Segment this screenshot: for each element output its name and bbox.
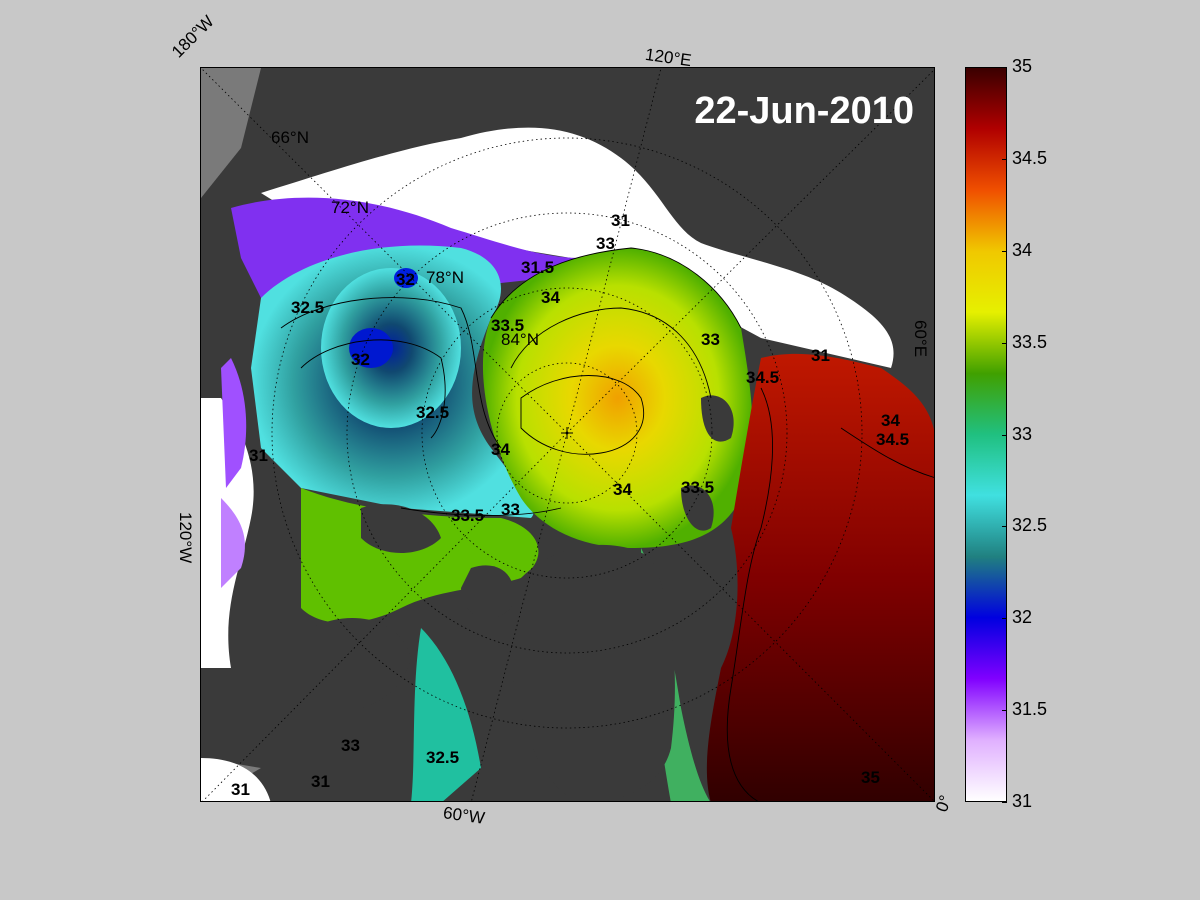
colorbar-tick-label: 32.5 [1012,515,1048,536]
colorbar-tick-mark [1002,802,1007,803]
colorbar-tick-mark [1002,67,1007,68]
colorbar-tick-label: 33.5 [1012,331,1048,352]
low-salinity-core [394,268,418,288]
contour-label: 34 [613,480,632,499]
latitude-label: 66°N [271,128,309,147]
fresh-water-band [221,498,245,588]
longitude-label: 60°W [441,803,486,828]
contour-label: 35 [861,768,880,787]
colorbar-tick-mark [1002,618,1007,620]
colorbar-tick-label: 32 [1012,607,1033,628]
contour-label: 33 [701,330,720,349]
graticule [201,68,934,801]
island [361,504,441,553]
longitude-label: 60°E [911,320,930,358]
sea-ice [261,127,894,368]
colorbar-tick-label: 34.5 [1012,147,1048,168]
greenland [504,544,675,801]
longitude-label: 120°W [176,512,195,564]
map-svg [201,68,934,801]
island [681,485,714,531]
latitude-label: 72°N [331,198,369,217]
island [311,618,411,711]
colorbar-tick-mark [1002,158,1007,160]
archipelago-waters [301,488,539,623]
latitude-label: 78°N [426,268,464,287]
island [461,565,514,619]
colorbar-tick-mark [1002,710,1007,712]
longitude-label: 0° [932,792,956,815]
colorbar-tick-mark [1002,434,1007,436]
colorbar-tick-label: 33 [1012,423,1033,444]
contour-label: 32 [351,350,370,369]
contour-label: 31 [231,780,250,799]
contour-label: 31 [311,772,330,791]
contour-label: 33 [596,234,615,253]
colorbar-tick-label: 34 [1012,239,1033,260]
fresh-water-band [221,358,247,488]
latitude-label: 84°N [501,330,539,349]
low-salinity-core [349,328,393,368]
colorbar-tick-label: 31.5 [1012,699,1048,720]
contour-label: 32 [396,270,415,289]
contour-label: 31 [811,346,830,365]
contour-label: 31.5 [521,258,555,277]
contours [280,247,934,801]
contour-label: 31 [611,211,630,230]
contour-label: 34 [881,411,900,430]
contour-label: 33 [341,736,360,755]
colorbar-tick-mark [1002,526,1007,528]
contour-label: 33.5 [491,316,525,335]
contour-label: 34 [491,440,510,459]
atlantic-inflow [706,353,934,801]
contour-label: 34.5 [876,430,910,449]
contour-label: 34 [541,288,560,307]
colorbar-tick-label: 31 [1012,791,1033,811]
colorbar-tick-mark [1002,250,1007,252]
contour-label: 32.5 [416,403,450,422]
colorbar-tick-label: 35 [1012,56,1033,76]
date-label: 22-Jun-2010 [694,90,914,132]
island [701,395,734,442]
contour-label: 33 [501,500,520,519]
contour-label: 33.5 [681,478,715,497]
contour-label: 32.5 [426,748,460,767]
contour-label: 31 [249,446,268,465]
baffin-bay [411,628,481,801]
longitude-label: 180°W [168,11,218,62]
salinity-map: 34 34 34 33.5 33 32 32 32.5 32.5 33.5 33… [200,67,935,802]
contour-label: 32.5 [291,298,325,317]
island [264,708,319,801]
pole-marker [561,427,573,439]
colorbar-tick-mark [1002,342,1007,344]
sea-ice [201,758,271,801]
masked-area [201,68,261,198]
salinity-colorbar [965,67,1007,802]
contour-label: 34.5 [746,368,780,387]
contour-label: 33.5 [451,506,485,525]
eurasian-basin [482,248,753,548]
